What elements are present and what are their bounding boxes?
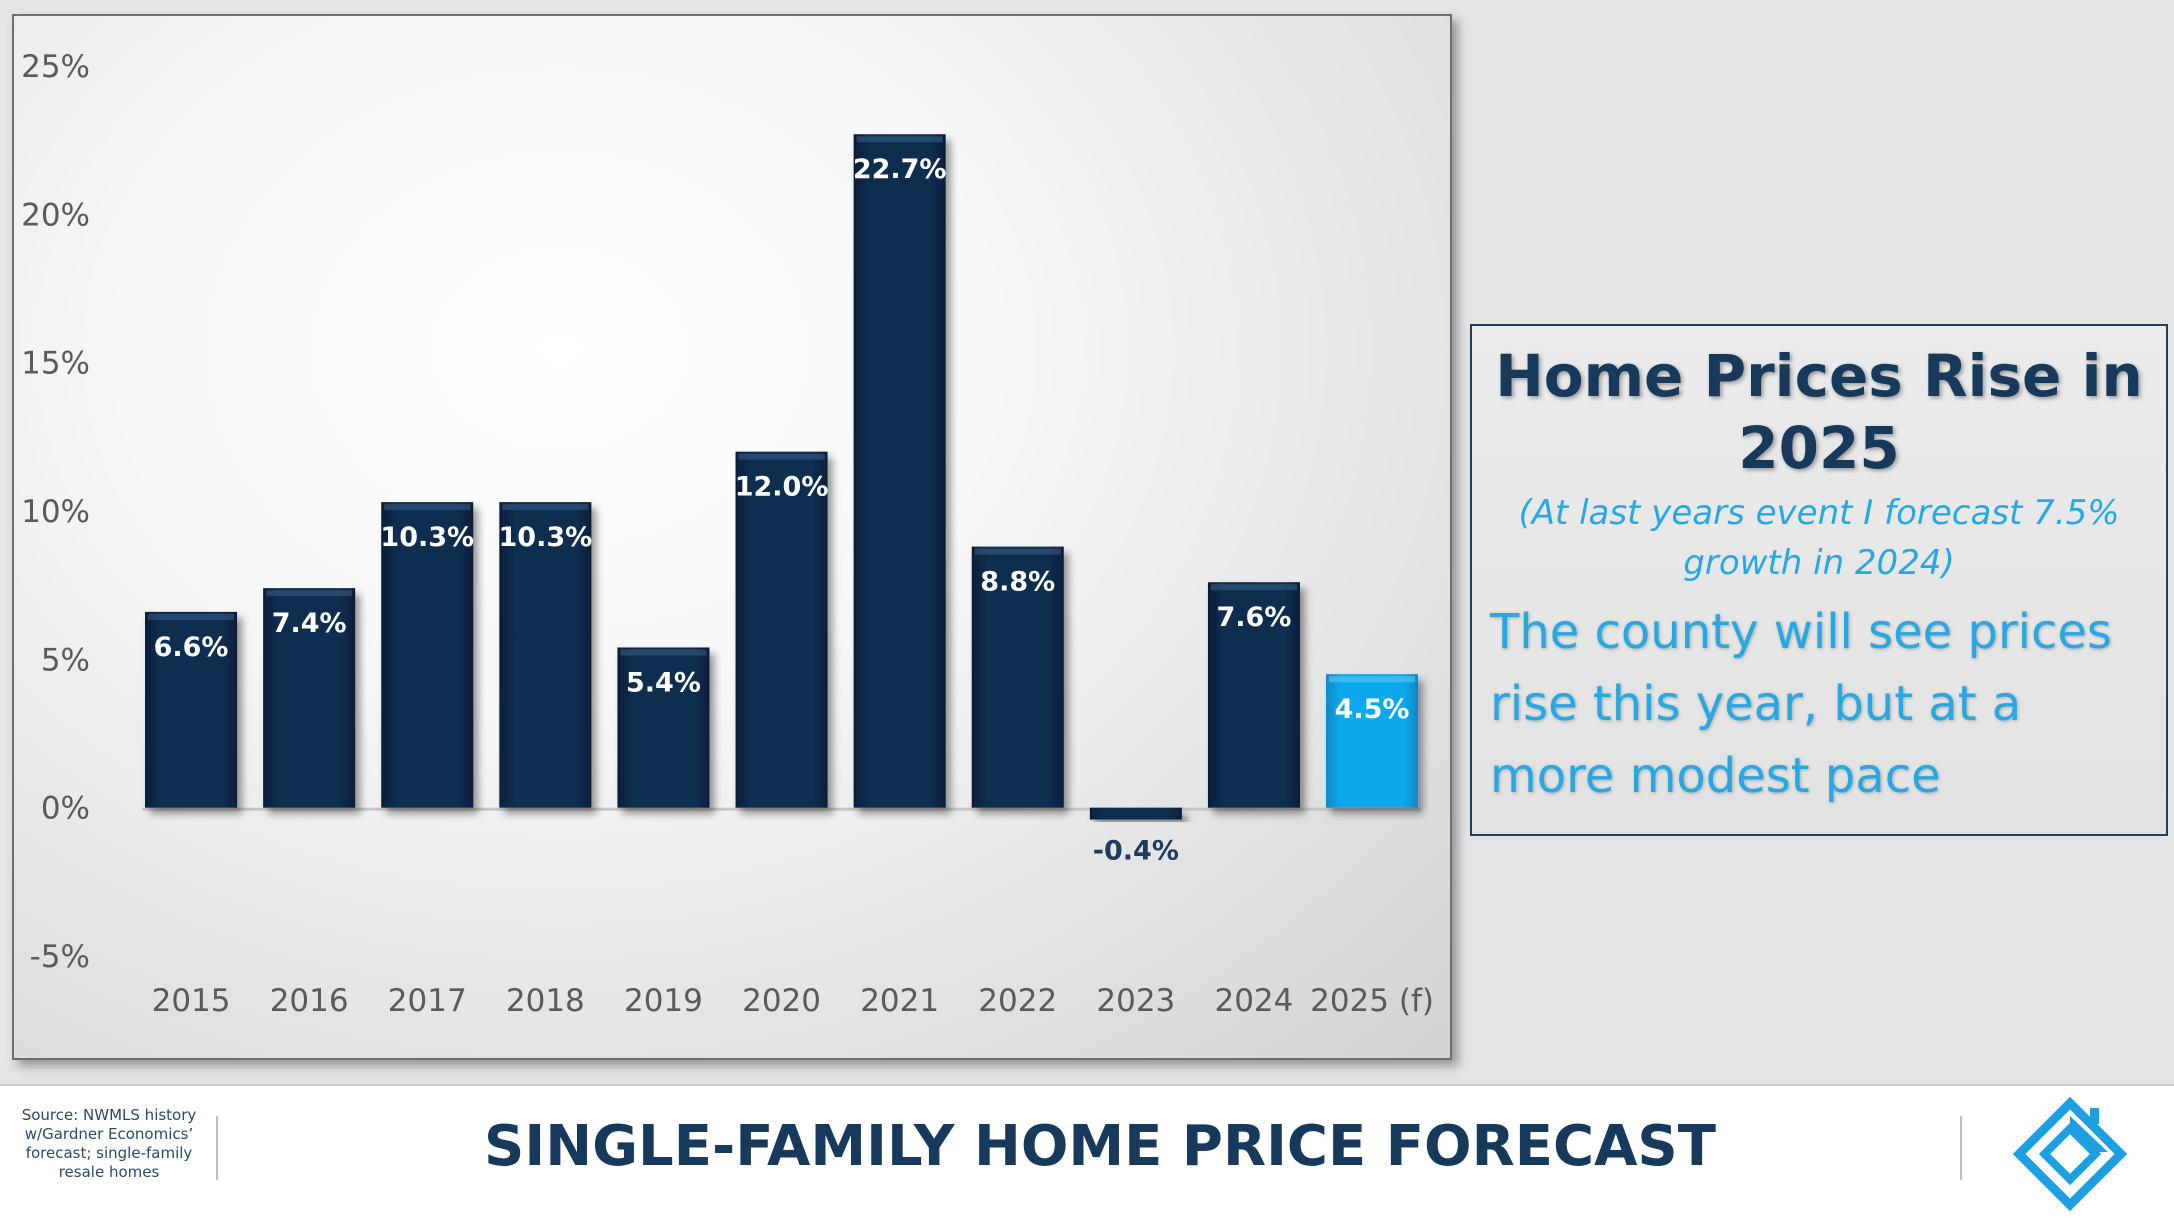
bar-forecast [1326,674,1419,808]
bar [1207,582,1300,808]
x-axis: 2015 2016 2017 2018 2019 2020 2021 2022 2023 2024… [152,983,1434,1019]
bar [263,588,356,808]
x-tick-label: 2024 [1214,983,1293,1019]
data-label: 22.7% [853,154,947,185]
x-tick-label: 2022 [978,983,1057,1019]
x-tick-label: 2018 [506,983,585,1019]
y-axis: 25% 20% 15% 10% 5% 0% -5% [21,49,90,975]
x-tick-label: 2023 [1096,983,1175,1019]
y-tick-label: 0% [41,791,90,827]
bar-bevel [974,548,1061,555]
bar [1089,807,1182,820]
zero-baseline [142,807,1422,811]
data-label: 10.3% [380,522,474,553]
x-tick-label: 2020 [742,983,821,1019]
chart-panel: 25% 20% 15% 10% 5% 0% -5% 6.6% 7.4% 10.3% 10.3% 5.… [12,14,1452,1060]
source-note: Source: NWMLS history w/Gardner Economic… [21,1106,197,1181]
bar-bevel [148,613,235,620]
callout-body: The county will see prices rise this yea… [1490,604,2112,804]
x-tick-label: 2017 [388,983,467,1019]
data-label: 7.6% [1217,602,1292,633]
bar-bevel [738,453,825,460]
y-tick-label: -5% [30,939,90,975]
y-tick-label: 20% [21,197,90,233]
data-label: 12.0% [735,472,829,503]
callout-note: (At last years event I forecast 7.5% gro… [1518,493,2120,583]
bar-bevel [1329,676,1416,683]
data-label: 4.5% [1335,694,1410,725]
callout-box: Home Prices Rise in 2025 (At last years … [1470,324,2168,836]
bars: 6.6% 7.4% 10.3% 10.3% 5.4% 12.0% 22.7% 8.8% -0.4… [142,134,1422,867]
data-label: 7.4% [272,608,347,639]
x-tick-label: 2015 [152,983,231,1019]
footer-title: SINGLE-FAMILY HOME PRICE FORECAST [484,1114,1716,1179]
data-label: 10.3% [499,522,593,553]
y-tick-label: 10% [21,494,90,530]
x-tick-label: 2025 (f) [1310,983,1434,1019]
bar [971,546,1064,808]
bar [853,134,946,808]
footer-divider-right [1960,1116,1962,1180]
bar-bevel [856,136,943,143]
callout-title: Home Prices Rise in 2025 [1495,342,2143,482]
bar [617,647,710,808]
bar [499,502,592,808]
bar-bevel [620,649,707,656]
x-tick-label: 2021 [860,983,939,1019]
x-tick-label: 2016 [270,983,349,1019]
bar [381,502,474,808]
footer-divider-left [216,1116,218,1180]
y-tick-label: 5% [41,642,90,678]
bar [145,611,238,808]
bar-bevel [384,504,471,511]
data-label: -0.4% [1093,836,1179,867]
y-tick-label: 15% [21,346,90,382]
bar-bevel [502,504,589,511]
y-tick-label: 25% [21,49,90,85]
x-tick-label: 2019 [624,983,703,1019]
bar [735,451,828,808]
bar-chart: 25% 20% 15% 10% 5% 0% -5% 6.6% 7.4% 10.3% 10.3% 5.… [21,49,1434,1019]
footer: Source: NWMLS history w/Gardner Economic… [0,1084,2174,1220]
data-label: 5.4% [626,667,701,698]
gardner-economics-logo-icon [2012,1096,2128,1212]
data-label: 6.6% [154,632,229,663]
bar-bevel [1210,584,1297,591]
data-label: 8.8% [980,567,1055,598]
bar-bevel [266,590,353,597]
